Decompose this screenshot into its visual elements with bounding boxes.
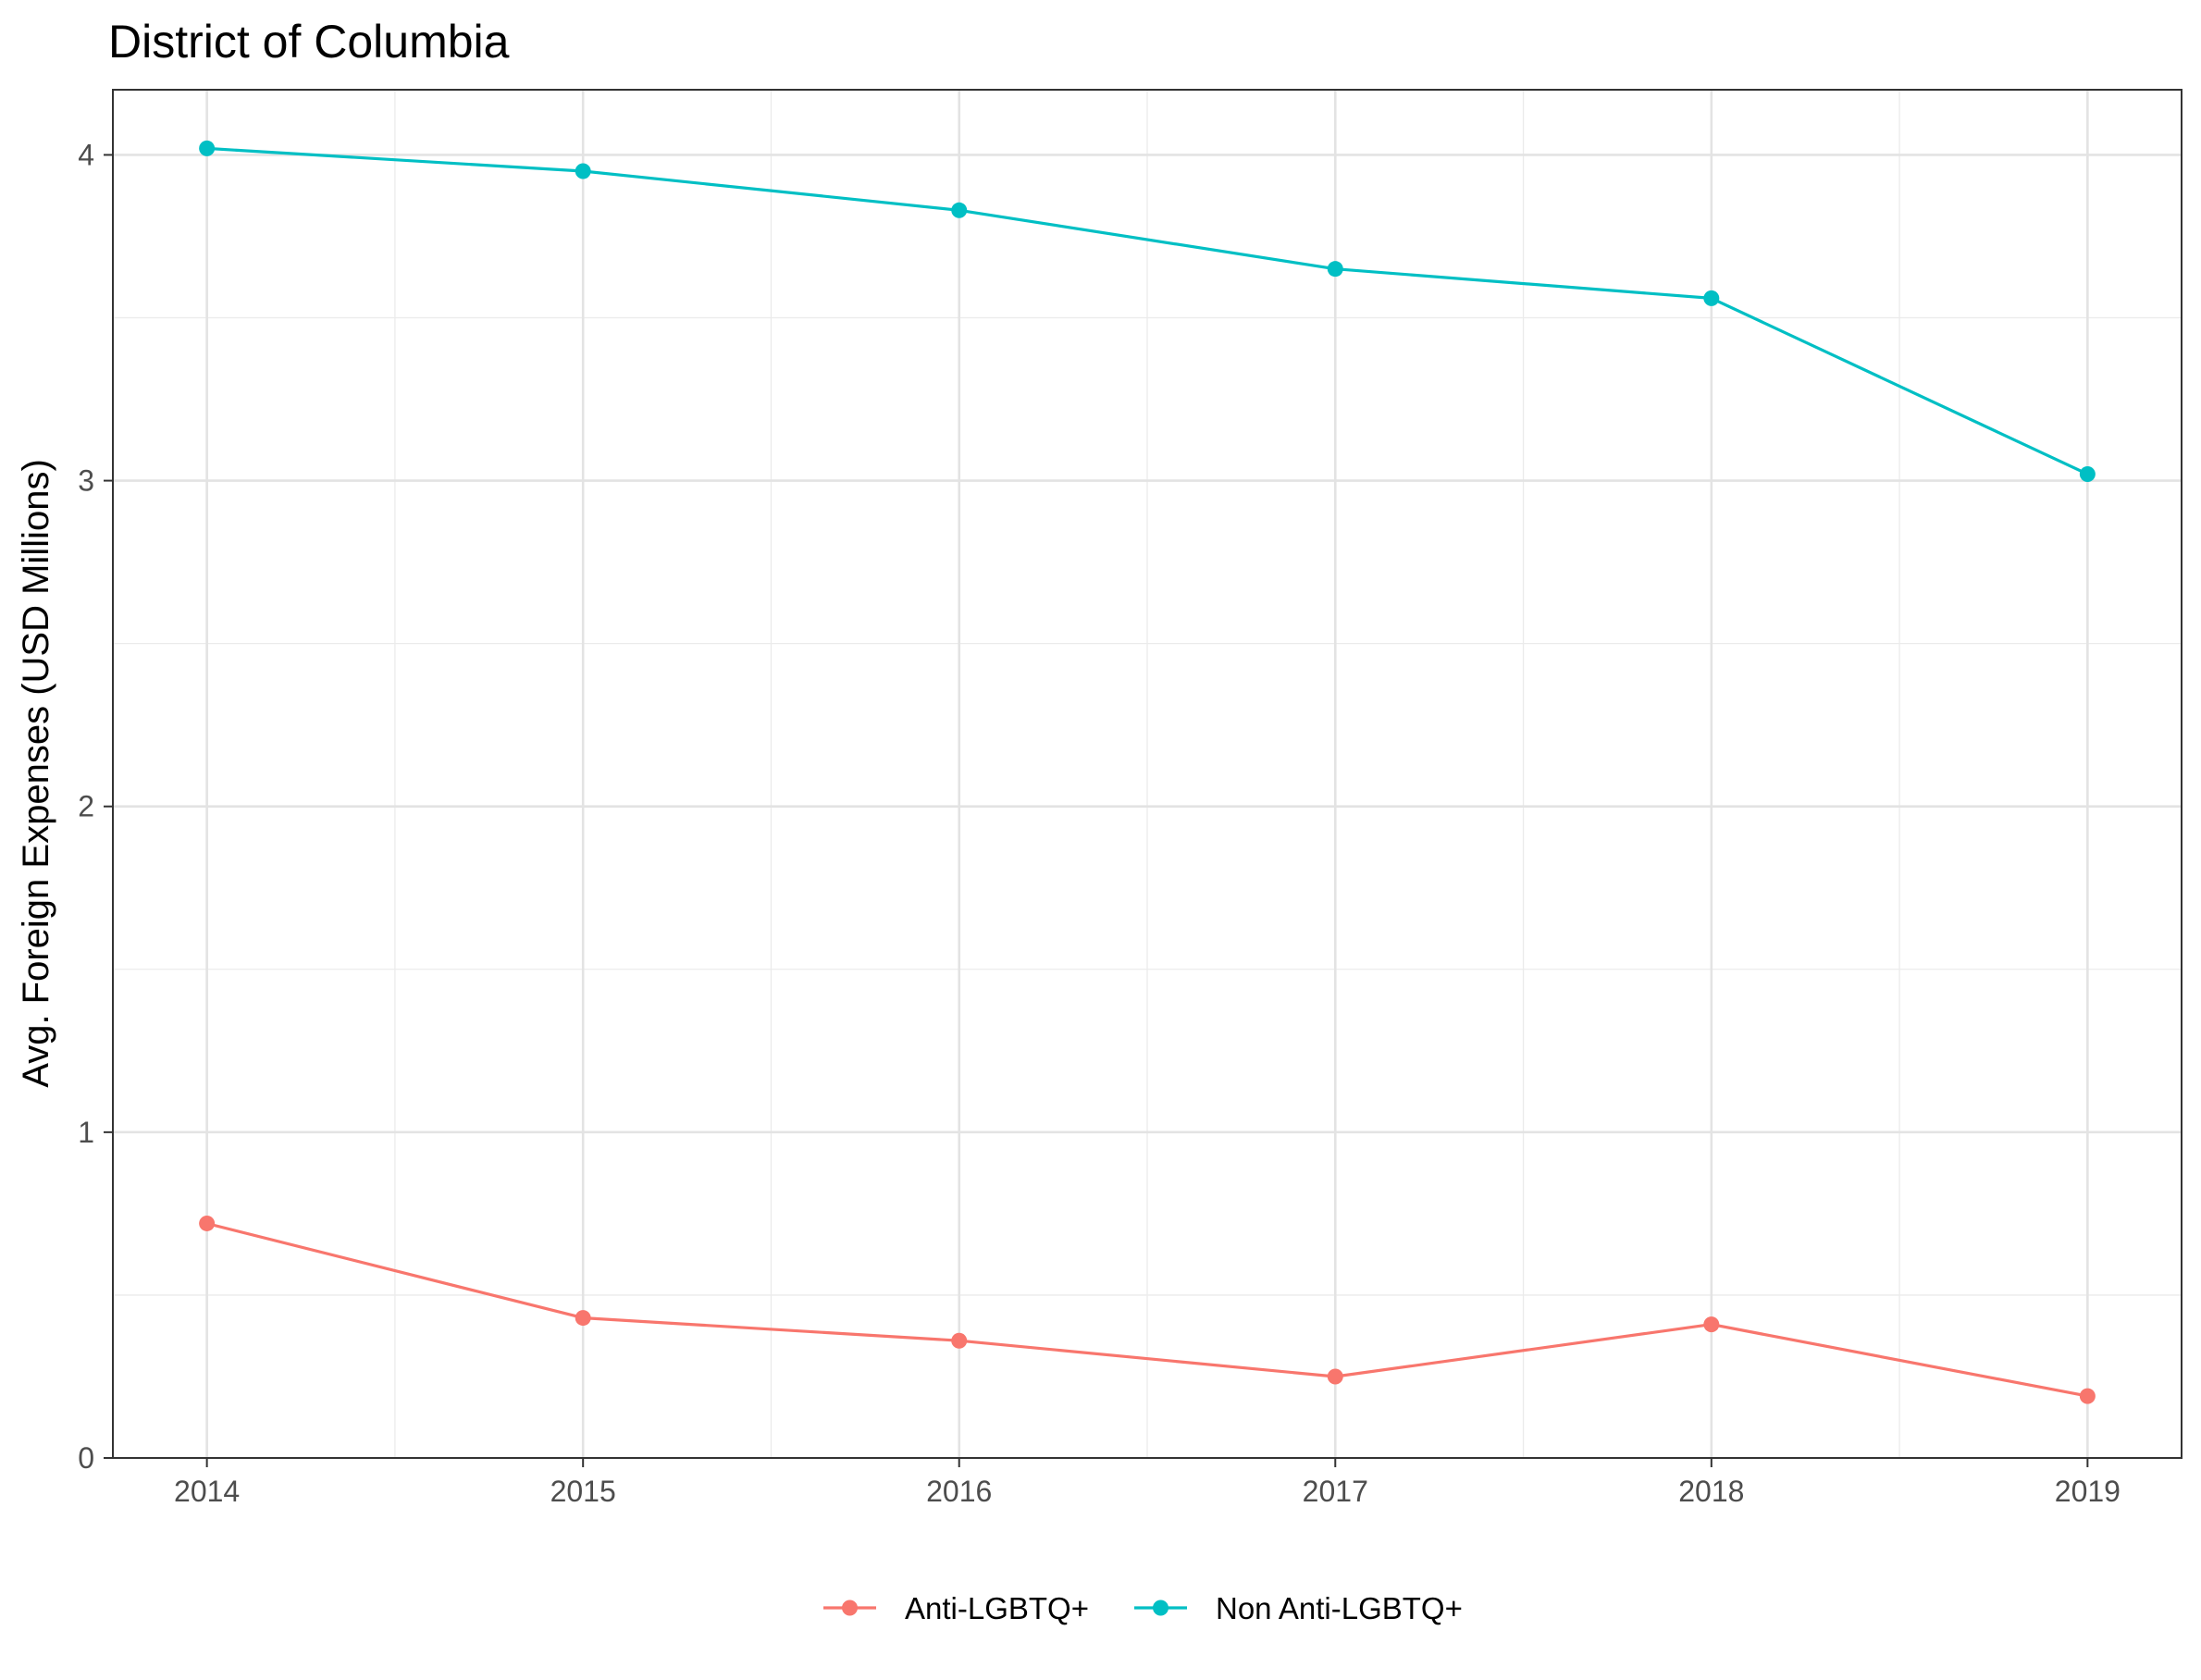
series-layer [199, 140, 2096, 1404]
data-point [1703, 290, 1720, 306]
data-point [199, 140, 216, 156]
x-axis: 2014 2015 2016 2017 2018 2019 [174, 1458, 2121, 1508]
x-tick-label: 2014 [174, 1475, 240, 1508]
y-axis: 0 1 2 3 4 [78, 138, 113, 1475]
y-axis-title: Avg. Foreign Expenses (USD Millions) [16, 459, 56, 1088]
data-point [199, 1215, 216, 1231]
minor-gridlines [113, 90, 2182, 1458]
y-tick-label: 2 [78, 790, 94, 823]
x-tick-label: 2019 [2055, 1475, 2121, 1508]
x-tick-label: 2016 [926, 1475, 992, 1508]
x-tick-label: 2015 [550, 1475, 616, 1508]
data-point [951, 202, 968, 218]
series-line-1 [206, 1221, 2088, 1398]
legend-label: Non Anti-LGBTQ+ [1216, 1591, 1463, 1625]
x-tick-label: 2018 [1678, 1475, 1744, 1508]
y-tick-label: 1 [78, 1116, 94, 1149]
legend-label: Anti-LGBTQ+ [905, 1591, 1089, 1625]
data-point [1327, 261, 1343, 278]
series-line-2 [206, 146, 2089, 476]
legend-key-point [842, 1600, 858, 1616]
data-point [575, 1310, 591, 1327]
y-tick-label: 0 [78, 1441, 94, 1475]
data-point [2079, 466, 2096, 483]
y-tick-label: 4 [78, 138, 94, 171]
chart-title: District of Columbia [108, 16, 510, 68]
plot-panel [112, 89, 2182, 1460]
legend-key-point [1153, 1600, 1169, 1616]
plot-border [112, 89, 2182, 1459]
legend: Anti-LGBTQ+ Non Anti-LGBTQ+ [823, 1591, 1463, 1625]
data-point [2079, 1388, 2096, 1404]
data-point [1703, 1316, 1720, 1333]
data-point [951, 1332, 968, 1349]
y-tick-label: 3 [78, 464, 94, 498]
data-point [1327, 1368, 1343, 1385]
data-point [575, 163, 591, 179]
x-tick-label: 2017 [1303, 1475, 1368, 1508]
